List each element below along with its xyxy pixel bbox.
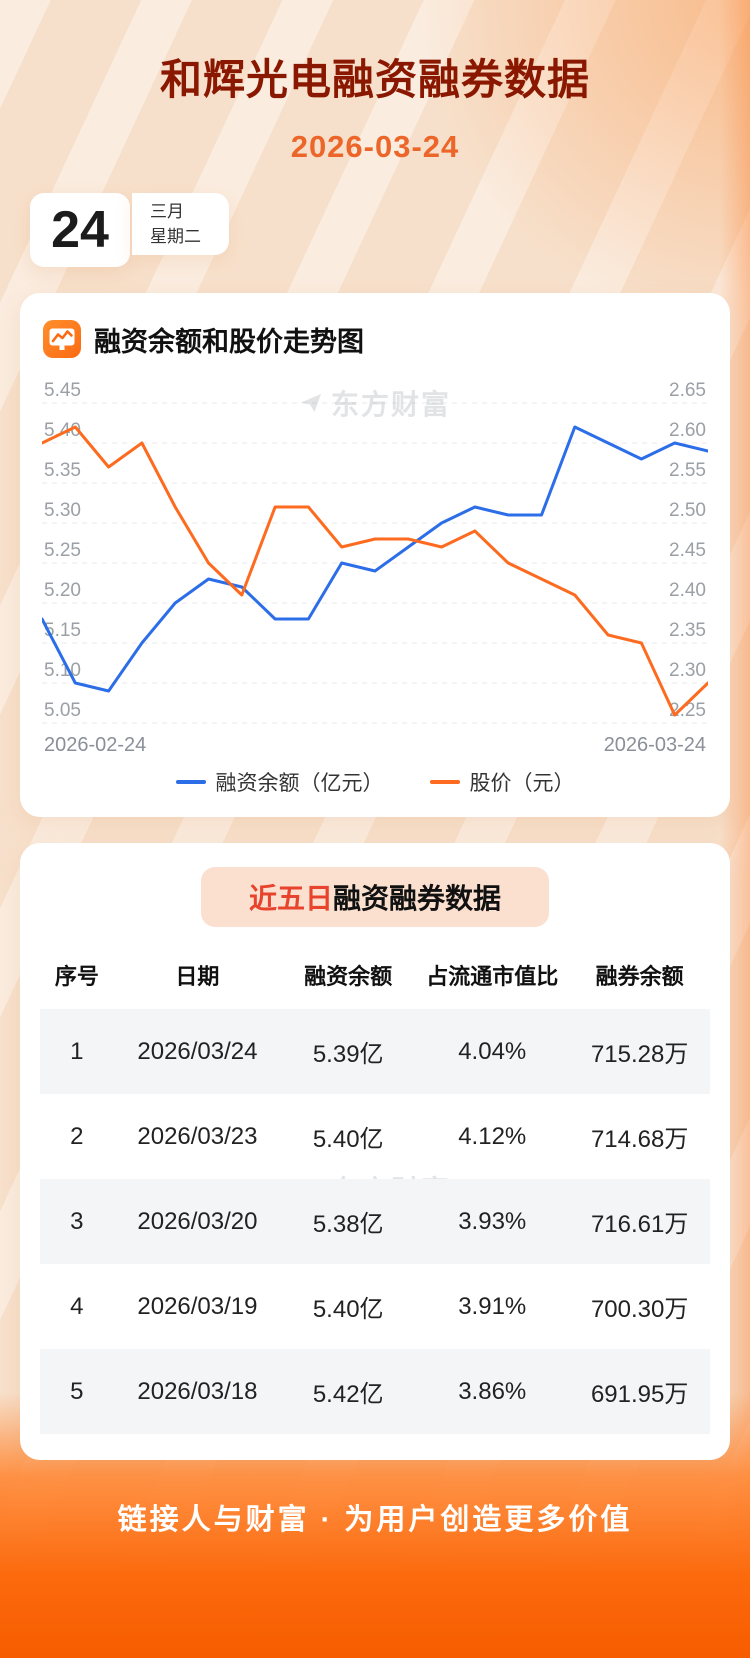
right-axis-tick: 2.45 xyxy=(669,540,706,561)
table-cell: 2026/03/20 xyxy=(137,1207,258,1235)
column-header: 融资余额 xyxy=(304,964,393,989)
table-cell: 5.40亿 xyxy=(312,1126,384,1153)
table-row: 3 2026/03/20 5.38亿 3.93% 716.61万 xyxy=(40,1179,710,1264)
table-cell: 2 xyxy=(70,1122,84,1150)
right-axis-tick: 2.35 xyxy=(669,620,706,641)
table-cell: 2026/03/24 xyxy=(137,1037,258,1065)
calendar-meta: 三月 星期二 xyxy=(132,193,229,255)
table-cell: 2026/03/19 xyxy=(137,1292,258,1320)
column-header: 融券余额 xyxy=(595,964,684,989)
left-axis-tick: 5.20 xyxy=(44,580,81,601)
right-axis-tick: 2.55 xyxy=(669,460,706,481)
left-axis-tick: 5.25 xyxy=(44,540,81,561)
table-cell: 1 xyxy=(70,1037,84,1065)
legend-item: 股价（元） xyxy=(429,767,575,797)
legend-swatch xyxy=(175,780,206,784)
table-cell: 3.93% xyxy=(458,1207,527,1235)
left-axis-tick: 5.30 xyxy=(44,500,81,521)
table-row: 2 2026/03/23 5.40亿 4.12% 714.68万 xyxy=(40,1094,710,1179)
chart-title: 融资余额和股价走势图 xyxy=(94,326,364,357)
right-axis-tick: 2.40 xyxy=(669,580,706,601)
legend-item: 融资余额（亿元） xyxy=(175,767,384,797)
table-cell: 4 xyxy=(70,1292,84,1320)
legend-label: 融资余额（亿元） xyxy=(215,772,384,795)
table-cell: 5.39亿 xyxy=(312,1041,384,1068)
table-cell: 716.61万 xyxy=(590,1211,689,1238)
left-axis-tick: 5.10 xyxy=(44,660,81,681)
table-cell: 4.04% xyxy=(458,1037,527,1065)
chart-card-header: 融资余额和股价走势图 xyxy=(42,319,708,359)
header: 和辉光电融资融券数据 2026-03-24 xyxy=(0,0,750,165)
right-axis-tick: 2.50 xyxy=(669,500,706,521)
right-axis-tick: 2.65 xyxy=(669,380,706,401)
x-axis-label-start: 2026-02-24 xyxy=(44,734,146,756)
left-axis-tick: 5.05 xyxy=(44,700,81,721)
series-line-left xyxy=(42,425,708,693)
calendar-chip: 24 三月 星期二 xyxy=(30,193,750,267)
table-cell: 5.38亿 xyxy=(312,1211,384,1238)
left-axis-tick: 5.45 xyxy=(44,380,81,401)
series-line-right xyxy=(42,425,708,717)
table-cell: 5.42亿 xyxy=(312,1381,384,1408)
table-header-row: 序号 日期 融资余额 占流通市值比 融券余额 xyxy=(40,941,710,1009)
table-row: 1 2026/03/24 5.39亿 4.04% 715.28万 xyxy=(40,1009,710,1094)
chart-legend: 融资余额（亿元） 股价（元） xyxy=(42,767,708,797)
left-axis-tick: 5.15 xyxy=(44,620,81,641)
margin-data-table: 序号 日期 融资余额 占流通市值比 融券余额 1 2026/03/24 5.39亿 4.04%… xyxy=(40,941,710,1434)
table-cell: 3 xyxy=(70,1207,84,1235)
table-title-badge: 近五日融资融券数据 xyxy=(200,867,550,927)
chart-area: 5.45 2.65 5.40 2.60 5.35 2.55 5.30 2.50 5.25 2.45… xyxy=(42,373,708,757)
table-cell: 5.40亿 xyxy=(312,1296,384,1323)
calendar-day: 24 xyxy=(30,193,130,267)
calendar-month: 三月 xyxy=(150,201,184,221)
table-cell: 5 xyxy=(70,1377,84,1405)
legend-swatch xyxy=(429,780,460,784)
table-card: 近五日融资融券数据 东方财富 序号 日期 融资余额 占流通市值比 融券余额 1 2026/… xyxy=(20,843,730,1460)
badge-highlight: 近五日 xyxy=(248,883,333,914)
table-cell: 700.30万 xyxy=(590,1296,689,1323)
table-row: 4 2026/03/19 5.40亿 3.91% 700.30万 xyxy=(40,1264,710,1349)
right-axis-tick: 2.25 xyxy=(669,700,706,721)
calendar-weekday: 星期二 xyxy=(150,227,201,246)
left-axis-tick: 5.40 xyxy=(44,420,81,441)
badge-rest: 融资融券数据 xyxy=(333,883,502,914)
table-row: 5 2026/03/18 5.42亿 3.86% 691.95万 xyxy=(40,1349,710,1434)
table-cell: 691.95万 xyxy=(590,1381,689,1408)
page-title: 和辉光电融资融券数据 xyxy=(159,56,590,103)
report-date: 2026-03-24 xyxy=(290,129,460,164)
table-cell: 3.86% xyxy=(458,1377,527,1405)
column-header: 序号 xyxy=(54,964,99,989)
table-cell: 4.12% xyxy=(458,1122,527,1150)
right-axis-tick: 2.30 xyxy=(669,660,706,681)
x-axis-label-end: 2026-03-24 xyxy=(604,734,706,756)
right-axis-tick: 2.60 xyxy=(669,420,706,441)
column-header: 日期 xyxy=(175,964,220,989)
footer-slogan: 链接人与财富 · 为用户创造更多价值 xyxy=(117,1504,633,1536)
table-cell: 2026/03/23 xyxy=(137,1122,258,1150)
trend-chart: 5.45 2.65 5.40 2.60 5.35 2.55 5.30 2.50 5.25 2.45… xyxy=(42,380,708,756)
trend-chart-icon xyxy=(42,319,82,359)
table-cell: 3.91% xyxy=(458,1292,527,1320)
table-cell: 714.68万 xyxy=(590,1126,689,1153)
column-header: 占流通市值比 xyxy=(426,964,559,989)
legend-label: 股价（元） xyxy=(469,772,575,795)
table-cell: 2026/03/18 xyxy=(137,1377,258,1405)
chart-card: 融资余额和股价走势图 5.45 2.65 5.40 2.60 5.35 2.55 5.30 2… xyxy=(20,293,730,817)
table-cell: 715.28万 xyxy=(590,1041,689,1068)
left-axis-tick: 5.35 xyxy=(44,460,81,481)
